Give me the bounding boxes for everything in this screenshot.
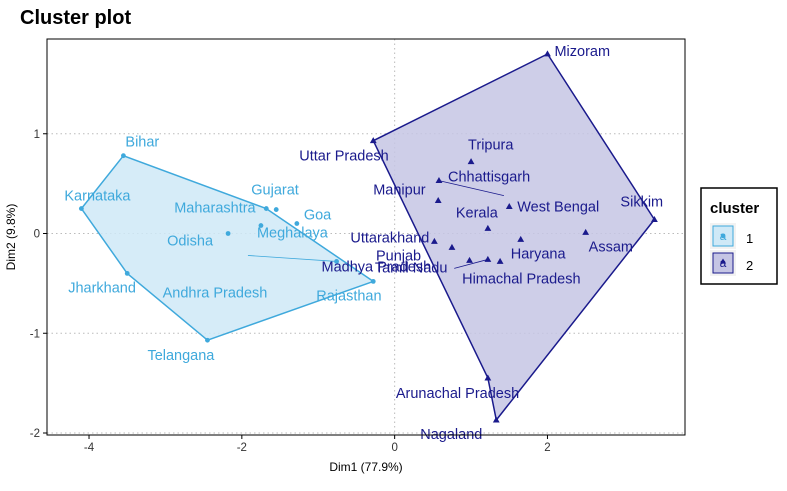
point-assam [582,228,590,235]
label-karnataka: Karnataka [64,189,131,205]
label-rajasthan: Rajasthan [316,288,381,304]
point-sikkim [651,215,658,222]
point-karnataka [78,206,84,211]
label-uttar-pradesh: Uttar Pradesh [299,149,388,165]
point-arunachal-pradesh [484,374,492,381]
point-mizoram [544,50,551,57]
point-west-bengal [505,202,513,209]
leader-andhra-pradesh [247,255,337,262]
point-rajasthan [370,278,376,284]
point-haryana [517,235,525,242]
point-odisha [225,231,231,236]
legend: cluster a 1 a 2 [700,187,778,285]
plot-panel-border [46,38,686,436]
label-madhya-pradesh: Madhya Pradesh [322,259,432,275]
legend-key-cluster-1: a [710,223,736,249]
label-andhra-pradesh: Andhra Pradesh [163,285,268,301]
point-tripura [467,158,475,165]
point-manipur [434,196,442,203]
label-jharkhand: Jharkhand [68,280,136,296]
label-west-bengal: West Bengal [517,200,599,216]
label-manipur: Manipur [373,183,426,199]
leader-tamil-nadu [454,259,488,269]
label-uttarakhand: Uttarakhand [350,230,429,246]
cluster-1-hull [80,154,375,341]
label-maharashtra: Maharashtra [174,201,256,217]
label-telangana: Telangana [147,348,215,364]
point-goa [294,221,300,226]
label-odisha: Odisha [167,234,214,250]
label-assam: Assam [589,240,633,256]
leader-chhattisgarh [438,180,505,196]
label-goa: Goa [304,208,332,224]
point-jharkhand [124,271,130,276]
point-maharashtra [273,207,279,212]
label-himachal-pradesh: Himachal Pradesh [462,271,580,287]
y-tick-label-2: -2 [30,428,40,440]
legend-label-cluster-1: 1 [746,231,753,246]
y-tick-label-1: 1 [34,129,40,141]
label-tripura: Tripura [468,138,514,154]
x-tick-label-2: -2 [237,442,247,454]
point-tamil-nadu [484,255,492,262]
label-chhattisgarh: Chhattisgarh [448,170,530,186]
legend-key-cluster-2: a [710,250,736,276]
x-tick-label-0: 0 [391,442,397,454]
y-axis-title: Dim2 (9.8%) [4,204,18,271]
y-tick-label-0: 0 [34,229,40,241]
label-punjab: Punjab [376,248,421,264]
x-tick-label-2: 2 [544,442,550,454]
label-sikkim: Sikkim [620,195,663,211]
label-mizoram: Mizoram [554,44,610,60]
label-gujarat: Gujarat [251,183,299,199]
cluster-2-hull [372,53,656,421]
legend-title: cluster [710,200,759,217]
x-axis-title: Dim1 (77.9%) [329,460,402,474]
point-bihar [121,153,126,159]
label-bihar: Bihar [125,135,159,151]
point-uttar-pradesh [369,137,377,144]
label-arunachal-pradesh: Arunachal Pradesh [396,386,519,402]
point-punjab [448,243,456,250]
point-chhattisgarh [435,177,443,184]
point-telangana [205,337,210,343]
point-nagaland [492,416,500,423]
point-madhya-pradesh [466,256,473,263]
point-uttarakhand [430,237,438,244]
legend-label-cluster-2: 2 [746,258,753,273]
point-himachal-pradesh [496,257,504,264]
label-tamil-nadu: Tamil Nadu [375,260,448,276]
point-meghalaya [258,223,264,228]
y-tick-label-1: -1 [30,328,40,340]
label-meghalaya: Meghalaya [257,226,329,242]
x-tick-label-4: -4 [84,442,95,454]
point-gujarat [263,206,269,211]
label-haryana: Haryana [511,246,567,262]
point-kerala [484,224,492,231]
chart-title: Cluster plot [20,7,131,29]
label-kerala: Kerala [456,206,499,222]
